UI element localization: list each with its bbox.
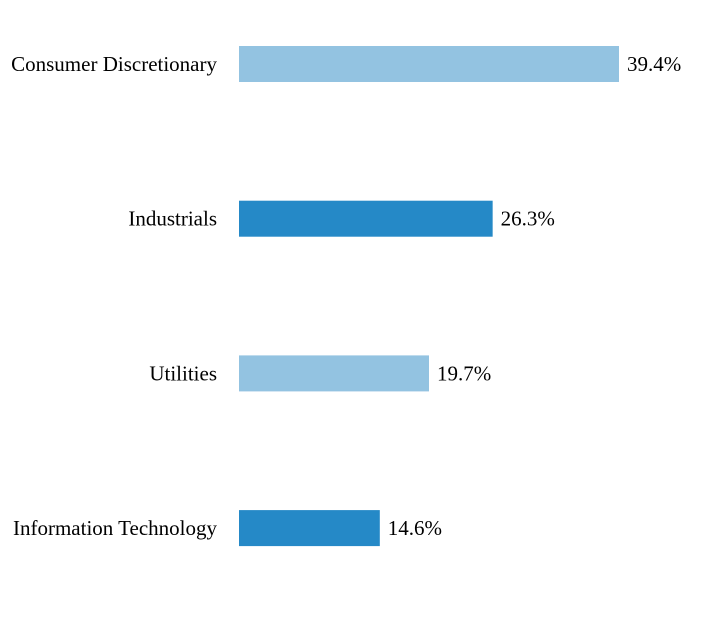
bar-information-technology [239,510,380,547]
category-label: Consumer Discretionary [11,52,217,76]
value-label: 19.7% [437,361,491,385]
value-label: 26.3% [501,207,555,231]
category-label: Utilities [149,361,217,385]
bar-utilities [239,355,429,392]
category-label: Industrials [128,207,217,231]
value-label: 39.4% [627,52,681,76]
value-label: 14.6% [388,516,442,540]
bar-consumer-discretionary [239,46,619,82]
category-label: Information Technology [13,516,218,540]
bar-industrials [239,200,493,237]
